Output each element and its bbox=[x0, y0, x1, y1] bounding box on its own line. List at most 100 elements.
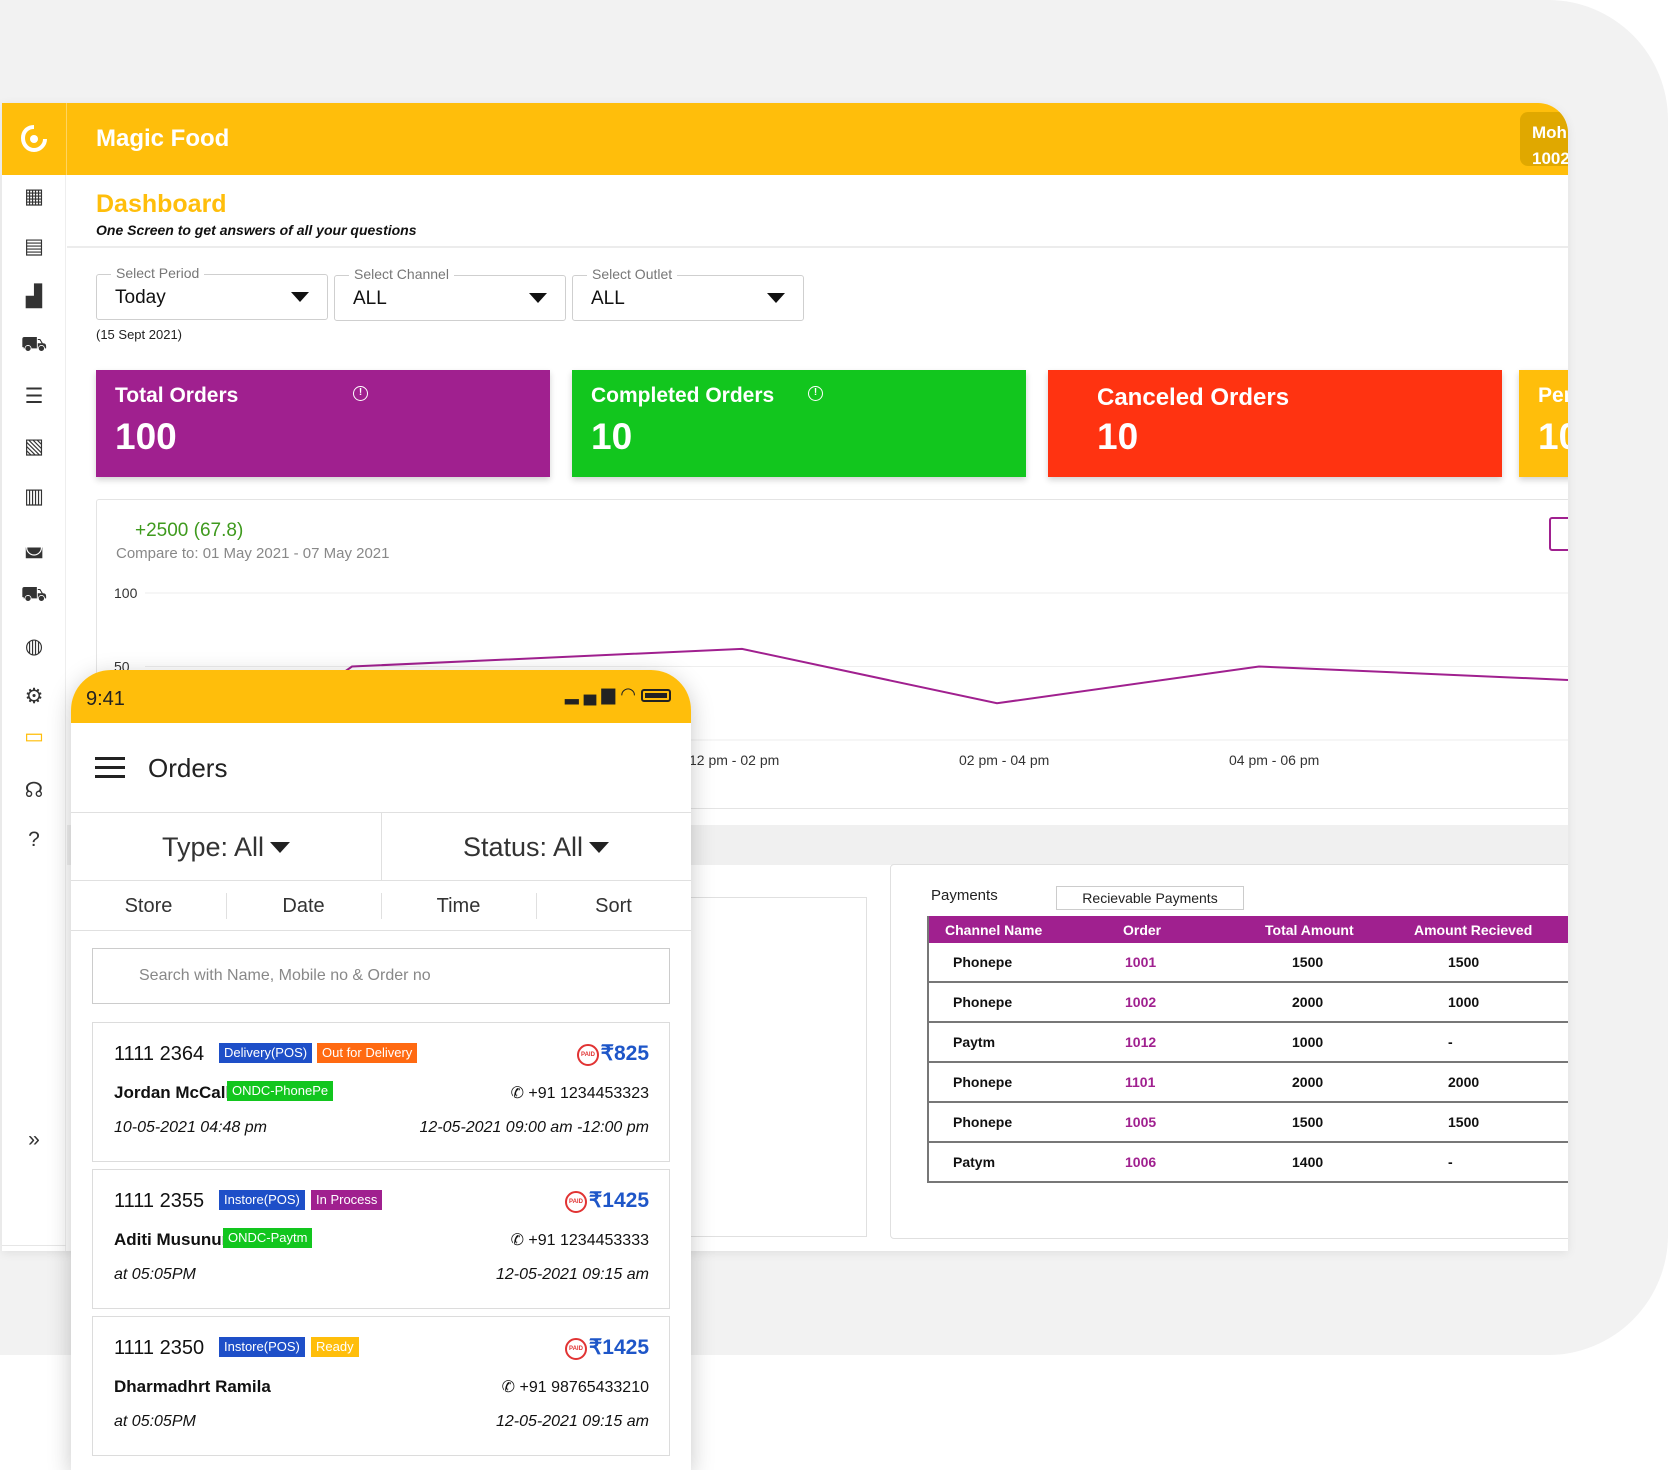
stat-value: 100 bbox=[115, 416, 177, 457]
caret-down-icon bbox=[767, 293, 785, 303]
order-status-badge: Out for Delivery bbox=[317, 1043, 418, 1063]
search-placeholder: Search with Name, Mobile no & Order no bbox=[139, 967, 431, 984]
table-row[interactable]: Phonepe 1002 2000 1000 bbox=[929, 983, 1568, 1023]
order-slot-time: 12-05-2021 09:15 am bbox=[496, 1266, 649, 1283]
col-order[interactable]: Order bbox=[1123, 921, 1162, 938]
basket-icon[interactable]: ◛ bbox=[23, 534, 45, 558]
phone-number: +91 1234453333 bbox=[528, 1232, 649, 1249]
stat-card-total-orders[interactable]: Total Orders 100 ! bbox=[96, 370, 550, 477]
period-select[interactable]: Select Period Today bbox=[96, 265, 328, 320]
analytics-icon[interactable]: ▥ bbox=[24, 484, 44, 508]
table-row[interactable]: Phonepe 1005 1500 1500 bbox=[929, 1103, 1568, 1143]
report-icon[interactable]: ▧ bbox=[24, 434, 44, 458]
cell-order[interactable]: 1001 bbox=[1125, 954, 1157, 970]
chart-compare: Compare to: 01 May 2021 - 07 May 2021 bbox=[116, 545, 390, 562]
cell-received: - bbox=[1448, 1034, 1453, 1050]
cell-received: 1500 bbox=[1448, 1114, 1480, 1130]
order-card[interactable]: 1111 2364 Delivery(POS) Out for Delivery PA… bbox=[92, 1022, 670, 1162]
cell-total: 2000 bbox=[1292, 994, 1324, 1010]
app-title: Magic Food bbox=[96, 125, 230, 152]
order-status-badge: Ready bbox=[311, 1337, 359, 1357]
double-chevron-right-icon[interactable]: » bbox=[28, 1128, 40, 1151]
search-input[interactable]: Search with Name, Mobile no & Order no bbox=[92, 948, 670, 1004]
sort-tab-time[interactable]: Time bbox=[436, 895, 481, 917]
order-status-badge: In Process bbox=[311, 1190, 383, 1210]
series-point bbox=[996, 702, 998, 704]
series-point bbox=[741, 648, 743, 650]
wifi-icon: ◠ bbox=[620, 684, 641, 704]
info-icon[interactable]: ! bbox=[808, 386, 823, 401]
cell-order[interactable]: 1005 bbox=[1125, 1114, 1157, 1130]
sort-divider bbox=[226, 893, 227, 919]
paid-stamp-icon: PAID bbox=[577, 1044, 599, 1066]
menu-icon[interactable] bbox=[95, 757, 125, 779]
col-channel-name[interactable]: Channel Name bbox=[945, 921, 1043, 938]
type-filter-label: Type: All bbox=[161, 831, 265, 862]
support-icon[interactable]: ☊ bbox=[24, 778, 44, 802]
filter-divider bbox=[381, 813, 382, 881]
order-slot-time: 12-05-2021 09:15 am bbox=[496, 1413, 649, 1430]
customer-phone[interactable]: ✆ +91 1234453333 bbox=[511, 1230, 649, 1250]
col-total-amount[interactable]: Total Amount bbox=[1265, 921, 1354, 938]
cell-channel: Phonepe bbox=[953, 1074, 1013, 1090]
order-card[interactable]: 1111 2355 Instore(POS) In Process PAID ₹1425… bbox=[92, 1169, 670, 1309]
user-chip[interactable]: Moh 1002 bbox=[1520, 112, 1568, 166]
customer-phone[interactable]: ✆ +91 98765433210 bbox=[502, 1377, 649, 1397]
table-row[interactable]: Patym 1006 1400 - bbox=[929, 1143, 1568, 1183]
pos-icon[interactable]: ▭ bbox=[24, 724, 44, 748]
sort-tab-store[interactable]: Store bbox=[124, 895, 173, 917]
cell-order[interactable]: 1101 bbox=[1125, 1074, 1156, 1090]
series-point bbox=[351, 666, 353, 667]
caret-down-icon bbox=[589, 841, 610, 853]
payments-panel: Payments Recievable Payments Channel Nam… bbox=[890, 864, 1568, 1239]
channel-select-value: ALL bbox=[353, 288, 387, 309]
coins-icon[interactable]: ◍ bbox=[24, 634, 44, 658]
channel-select-label: Select Channel bbox=[349, 266, 454, 282]
briefcase-icon[interactable]: ▤ bbox=[24, 234, 44, 258]
cell-order[interactable]: 1002 bbox=[1125, 994, 1157, 1010]
status-icons: ▂▄▆◠ bbox=[565, 684, 671, 705]
table-row[interactable]: Paytm 1012 1000 - bbox=[929, 1023, 1568, 1063]
truck-icon[interactable]: ⛟ bbox=[20, 583, 48, 606]
stat-label: Per bbox=[1538, 384, 1568, 407]
outlet-select-label: Select Outlet bbox=[587, 266, 678, 282]
stat-card-pending-orders[interactable]: Per 10 bbox=[1519, 370, 1568, 477]
cell-order[interactable]: 1006 bbox=[1125, 1154, 1157, 1170]
sort-tab-date[interactable]: Date bbox=[282, 895, 325, 917]
order-amount: ₹1425 bbox=[588, 1189, 649, 1212]
type-filter[interactable]: Type: All bbox=[71, 813, 381, 881]
order-type-badge: Instore(POS) bbox=[219, 1190, 305, 1210]
order-type-badge: Instore(POS) bbox=[219, 1337, 305, 1357]
table-row[interactable]: Phonepe 1001 1500 1500 bbox=[929, 943, 1568, 983]
customer-phone[interactable]: ✆ +91 1234453323 bbox=[511, 1083, 649, 1103]
sort-divider bbox=[381, 893, 382, 919]
stat-card-canceled-orders[interactable]: Canceled Orders 10 bbox=[1048, 370, 1502, 477]
cell-total: 2000 bbox=[1292, 1074, 1324, 1090]
order-card[interactable]: 1111 2350 Instore(POS) Ready PAID ₹1425 Dharm… bbox=[92, 1316, 670, 1456]
dashboard-icon[interactable]: ▦ bbox=[24, 184, 44, 208]
tab-payments[interactable]: Payments bbox=[931, 887, 998, 904]
help-icon[interactable]: ? bbox=[28, 828, 40, 851]
mobile-app: 9:41 ▂▄▆◠ Orders Type: All Status: All S… bbox=[71, 670, 691, 1470]
boxes-icon[interactable]: ▟ bbox=[25, 284, 43, 308]
outlet-select[interactable]: Select Outlet ALL bbox=[572, 266, 804, 321]
channel-select[interactable]: Select Channel ALL bbox=[334, 266, 566, 321]
x-tick-label: 12 pm - 02 pm bbox=[689, 752, 779, 768]
stat-value: 10 bbox=[591, 416, 633, 457]
status-filter[interactable]: Status: All bbox=[381, 813, 691, 881]
cell-order[interactable]: 1012 bbox=[1125, 1034, 1157, 1050]
table-row[interactable]: Phonepe 1101 2000 2000 bbox=[929, 1063, 1568, 1103]
cart-icon[interactable]: ⛟ bbox=[20, 333, 48, 356]
col-amount-received[interactable]: Amount Recieved bbox=[1414, 921, 1533, 938]
inventory-icon[interactable]: ☰ bbox=[24, 384, 44, 408]
sort-tab-sort[interactable]: Sort bbox=[595, 895, 632, 917]
user-settings-icon[interactable]: ⚙ bbox=[24, 684, 44, 708]
info-icon[interactable]: ! bbox=[353, 386, 368, 401]
bell-icon[interactable] bbox=[2, 103, 66, 175]
cell-channel: Phonepe bbox=[953, 954, 1013, 970]
stat-card-completed-orders[interactable]: Completed Orders 10 ! bbox=[572, 370, 1026, 477]
y-tick-label: 100 bbox=[114, 585, 138, 601]
chart-option-button[interactable] bbox=[1549, 517, 1568, 551]
cell-channel: Paytm bbox=[953, 1034, 996, 1050]
tab-receivable-payments[interactable]: Recievable Payments bbox=[1056, 886, 1244, 910]
